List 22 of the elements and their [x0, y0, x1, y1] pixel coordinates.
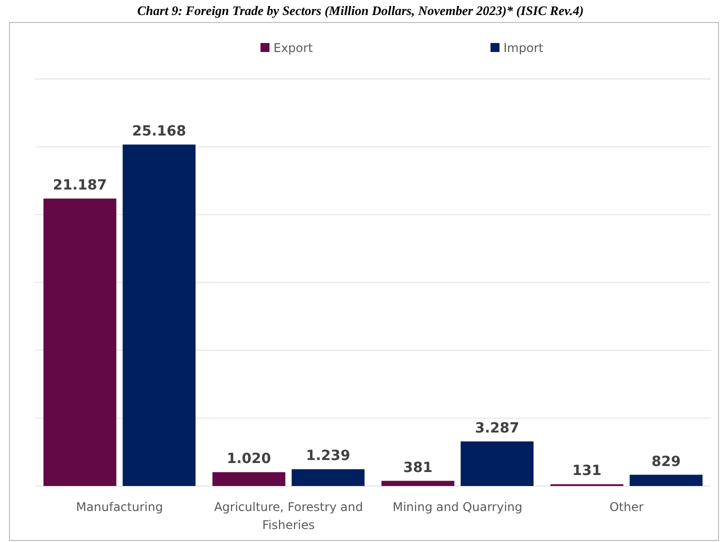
data-label: 25.168 — [132, 124, 186, 140]
x-tick-label: Agriculture, Forestry and Fisheries — [214, 500, 363, 532]
bar — [212, 472, 286, 486]
data-label: 21.187 — [52, 178, 107, 194]
bar — [122, 144, 196, 486]
data-label: 1.239 — [306, 448, 350, 464]
bar — [381, 480, 454, 486]
data-label: 3.287 — [474, 420, 520, 436]
data-label: 131 — [572, 463, 602, 480]
bar — [292, 469, 365, 486]
data-label: 829 — [651, 454, 681, 470]
chart-title: Chart 9: Foreign Trade by Sectors (Million Dollars, November 2023)* (ISIC Rev.4) — [137, 3, 584, 18]
data-label: 381 — [403, 460, 433, 476]
x-tick-label: Mining and Quarrying — [392, 500, 522, 514]
bar — [43, 198, 116, 486]
bar — [630, 474, 703, 486]
x-tick-label: Other — [609, 500, 644, 514]
data-label: 1.020 — [226, 451, 272, 468]
legend-label: Import — [504, 41, 544, 55]
legend-label: Export — [274, 41, 314, 55]
bar — [460, 441, 534, 486]
x-tick-label: Manufacturing — [76, 500, 163, 514]
